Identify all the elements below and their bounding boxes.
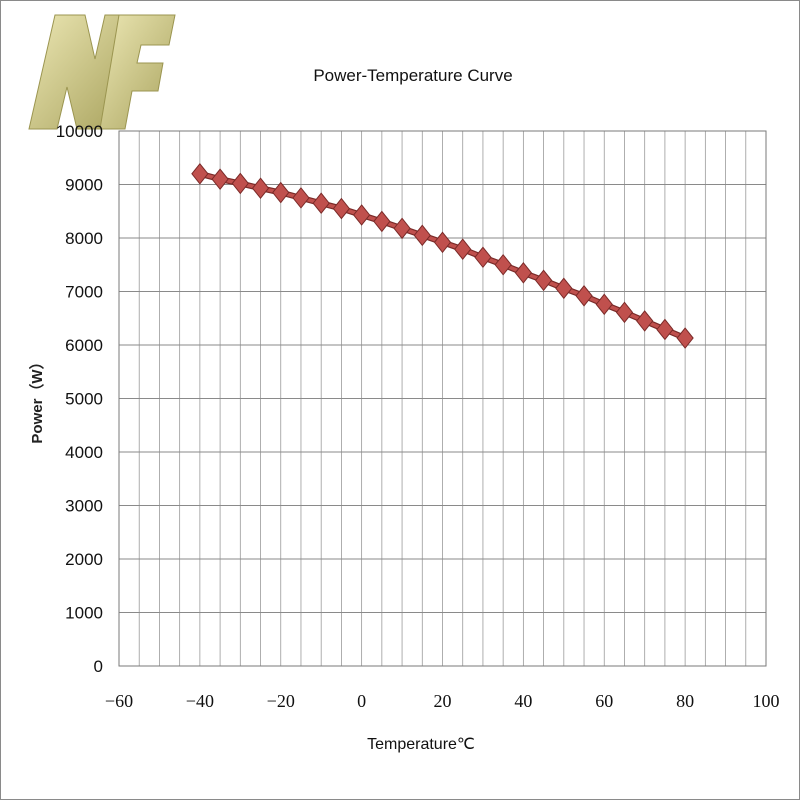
data-point-marker	[352, 204, 371, 226]
data-point-marker	[272, 181, 290, 204]
data-point-marker	[231, 172, 249, 195]
data-point-marker	[676, 327, 694, 349]
data-point-marker	[393, 217, 411, 240]
data-point-marker	[332, 197, 351, 220]
data-point-marker	[595, 293, 613, 316]
data-point-marker	[373, 210, 391, 233]
data-point-marker	[656, 318, 674, 341]
plot-area	[118, 130, 767, 667]
x-tick-label: 100	[753, 691, 780, 711]
y-axis-ticks: 0 1000 2000 3000 4000 5000 6000 7000 8000 9000 100…	[56, 122, 103, 676]
data-point-marker	[514, 261, 533, 284]
x-axis-ticks: −60 −40 −20 0 20 40 60 80 100	[105, 691, 780, 711]
x-tick-label: 80	[676, 691, 694, 711]
data-point-marker	[292, 187, 310, 209]
y-tick-label: 3000	[65, 497, 103, 516]
data-point-marker	[454, 238, 472, 261]
y-tick-label: 9000	[65, 176, 103, 195]
data-point-marker	[413, 224, 431, 247]
y-tick-label: 2000	[65, 550, 103, 569]
x-tick-label: 40	[514, 691, 532, 711]
chart-title: Power-Temperature Curve	[313, 66, 512, 85]
x-tick-label: −20	[267, 691, 295, 711]
data-point-marker	[211, 168, 229, 190]
data-point-marker	[494, 253, 512, 276]
y-tick-label: 4000	[65, 443, 103, 462]
data-point-marker	[615, 301, 634, 324]
plot-grid	[118, 130, 767, 667]
x-tick-label: −60	[105, 691, 133, 711]
x-tick-label: 0	[357, 691, 366, 711]
y-tick-label: 0	[94, 657, 103, 676]
data-point-marker	[312, 192, 330, 215]
data-point-marker	[575, 284, 593, 307]
data-point-marker	[474, 246, 492, 269]
series-group	[191, 162, 694, 349]
data-point-marker	[251, 177, 270, 200]
data-point-marker	[534, 269, 553, 292]
x-tick-label: −40	[186, 691, 214, 711]
y-tick-label: 1000	[65, 604, 103, 623]
x-tick-label: 60	[595, 691, 613, 711]
logo	[28, 14, 176, 130]
y-tick-label: 8000	[65, 229, 103, 248]
y-tick-label: 10000	[56, 122, 103, 141]
x-tick-label: 20	[434, 691, 452, 711]
data-point-marker	[433, 231, 452, 254]
data-point-marker	[636, 310, 654, 332]
y-tick-label: 5000	[65, 390, 103, 409]
data-point-marker	[555, 277, 573, 300]
data-point-marker	[191, 162, 209, 185]
y-tick-label: 6000	[65, 336, 103, 355]
x-axis-label: Temperature℃	[367, 736, 475, 753]
y-tick-label: 7000	[65, 283, 103, 302]
y-axis-label: Power（W）	[28, 354, 46, 443]
